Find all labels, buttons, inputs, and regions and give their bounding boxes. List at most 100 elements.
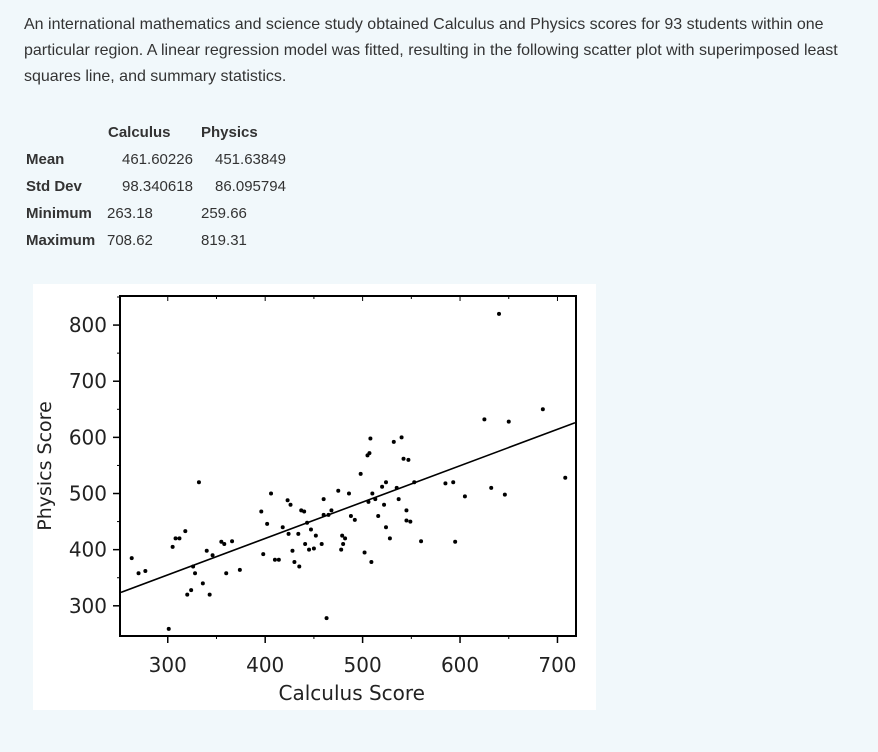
scatter-plot: 300 400 500 600 700 800 300 400 500 600 700 Calcu… — [34, 295, 577, 705]
data-point — [482, 417, 487, 422]
data-point — [303, 542, 308, 547]
intro-paragraph: An international mathematics and science… — [24, 16, 838, 85]
data-point — [259, 509, 264, 514]
data-point — [383, 525, 388, 530]
y-tick-label: 400 — [69, 538, 107, 562]
data-point — [387, 536, 392, 541]
column-header-calculus: Calculus — [108, 124, 171, 141]
data-point — [346, 491, 351, 496]
plot-frame — [119, 295, 577, 637]
y-tick-label: 800 — [69, 313, 107, 337]
data-point — [170, 544, 175, 549]
row-label: Std Dev — [26, 178, 82, 195]
data-point — [412, 480, 417, 485]
data-point — [391, 439, 396, 444]
y-tick-label: 300 — [69, 594, 107, 618]
physics-value: 86.095794 — [215, 178, 286, 195]
data-point — [383, 480, 388, 485]
data-point — [348, 513, 353, 518]
x-axis-label: Calculus Score — [279, 681, 425, 705]
data-point — [368, 436, 373, 441]
data-point — [370, 491, 375, 496]
data-point — [462, 494, 467, 499]
data-point — [136, 571, 141, 576]
calculus-value: 98.340618 — [122, 178, 193, 195]
data-point — [207, 592, 212, 597]
data-point — [189, 588, 194, 593]
data-point — [419, 539, 424, 544]
data-point — [404, 508, 409, 513]
data-point — [408, 519, 413, 524]
data-point — [307, 547, 312, 552]
data-point — [453, 539, 458, 544]
data-point — [341, 542, 346, 547]
data-point — [540, 407, 545, 412]
data-point — [290, 548, 295, 553]
x-tick-label: 600 — [441, 653, 479, 677]
data-point — [321, 497, 326, 502]
x-axis: 300 400 500 600 700 — [149, 296, 577, 677]
data-point — [380, 484, 385, 489]
calculus-value: 708.62 — [107, 232, 153, 249]
data-point — [489, 485, 494, 490]
physics-value: 819.31 — [201, 232, 247, 249]
data-point — [406, 457, 411, 462]
data-point — [311, 546, 316, 551]
data-point — [382, 502, 387, 507]
data-point — [404, 518, 409, 523]
data-point — [191, 564, 196, 569]
data-point — [443, 481, 448, 486]
column-header-physics: Physics — [201, 124, 258, 141]
data-point — [373, 497, 378, 502]
y-tick-label: 600 — [69, 425, 107, 449]
data-point — [305, 520, 310, 525]
least-squares-line — [120, 422, 576, 594]
x-tick-label: 500 — [344, 653, 382, 677]
data-point — [352, 517, 357, 522]
x-tick-label: 400 — [246, 653, 284, 677]
physics-value: 259.66 — [201, 205, 247, 222]
data-point — [340, 533, 345, 538]
data-point — [362, 550, 367, 555]
data-point — [324, 616, 329, 621]
data-point — [396, 497, 401, 502]
data-point — [319, 542, 324, 547]
data-point — [285, 498, 290, 503]
data-point — [497, 311, 502, 316]
x-tick-label: 300 — [149, 653, 187, 677]
data-point — [269, 491, 274, 496]
data-point — [326, 512, 331, 517]
data-point — [237, 567, 242, 572]
y-tick-label: 500 — [69, 482, 107, 506]
data-point — [219, 539, 224, 544]
data-point — [329, 508, 334, 513]
y-axis-label: Physics Score — [34, 401, 56, 531]
data-point — [200, 581, 205, 586]
data-point — [313, 533, 318, 538]
data-point — [321, 512, 326, 517]
data-point — [506, 419, 511, 424]
data-point — [502, 492, 507, 497]
data-point — [230, 539, 235, 544]
calculus-value: 461.60226 — [122, 151, 193, 168]
data-point — [399, 435, 404, 440]
data-point — [193, 571, 198, 576]
data-point — [276, 557, 281, 562]
data-point — [280, 525, 285, 530]
data-point — [358, 471, 363, 476]
scatter-plot-card: 300 400 500 600 700 800 300 400 500 600 700 Calcu… — [33, 284, 596, 710]
data-point — [196, 480, 201, 485]
data-point — [401, 456, 406, 461]
data-point — [183, 529, 188, 534]
data-point — [288, 502, 293, 507]
data-point — [366, 499, 371, 504]
data-point — [376, 513, 381, 518]
data-point — [451, 480, 456, 485]
data-point — [185, 592, 190, 597]
data-point — [143, 568, 148, 573]
y-tick-label: 700 — [69, 369, 107, 393]
data-point — [261, 552, 266, 557]
data-point — [166, 626, 171, 631]
data-point — [292, 560, 297, 565]
data-point — [394, 485, 399, 490]
